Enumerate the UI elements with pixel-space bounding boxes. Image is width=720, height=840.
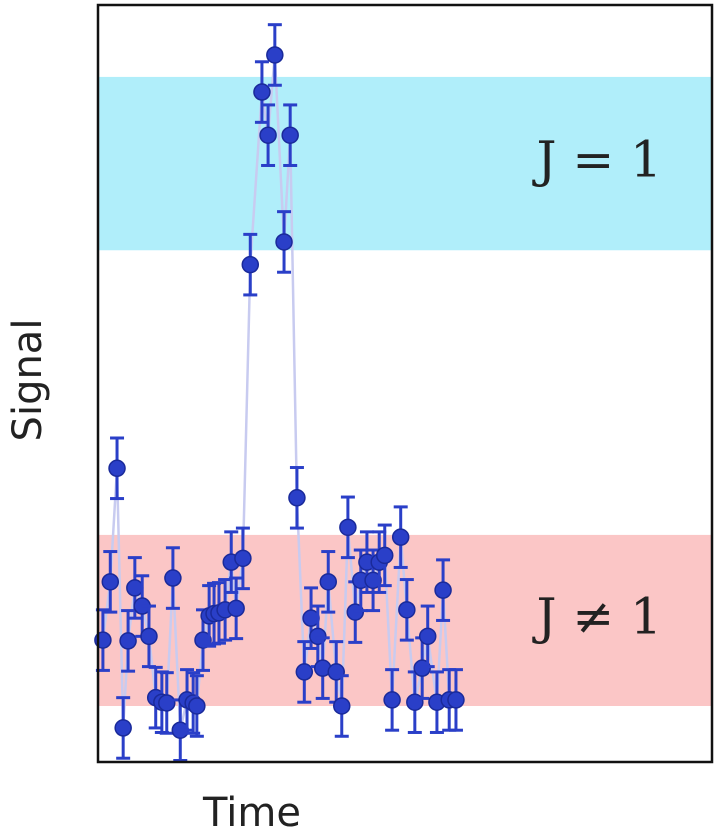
data-point	[275, 233, 293, 251]
data-point	[253, 83, 271, 101]
data-point	[188, 697, 206, 715]
data-point	[259, 126, 277, 144]
data-point	[158, 694, 176, 712]
x-axis-label: Time	[202, 790, 301, 836]
data-point	[281, 126, 299, 144]
data-point	[447, 691, 465, 709]
data-point	[383, 691, 401, 709]
data-point	[119, 632, 137, 650]
data-point	[364, 571, 382, 590]
data-point	[227, 599, 245, 618]
data-point	[434, 581, 452, 599]
data-point	[339, 518, 357, 537]
data-point	[241, 255, 260, 274]
data-point	[346, 603, 365, 621]
data-point	[375, 546, 394, 565]
data-point	[101, 573, 120, 591]
data-point	[295, 663, 314, 681]
data-point	[140, 627, 158, 646]
plot-frame	[96, 3, 714, 764]
data-point	[319, 573, 337, 591]
data-point	[398, 601, 416, 619]
data-point	[391, 528, 410, 546]
band-label: J = 1	[531, 131, 662, 189]
data-point	[114, 719, 132, 737]
data-point	[413, 659, 431, 677]
band	[98, 76, 712, 251]
data-point	[194, 631, 212, 649]
band-label: J ≠ 1	[531, 587, 662, 645]
data-point	[126, 579, 144, 597]
data-point	[333, 697, 351, 715]
data-point	[234, 549, 252, 568]
data-point	[406, 693, 424, 711]
data-point	[288, 489, 306, 507]
data-point	[266, 46, 284, 64]
data-point	[418, 627, 437, 646]
y-axis-label: Signal	[5, 319, 51, 442]
data-point	[108, 459, 126, 478]
data-point	[164, 569, 182, 587]
